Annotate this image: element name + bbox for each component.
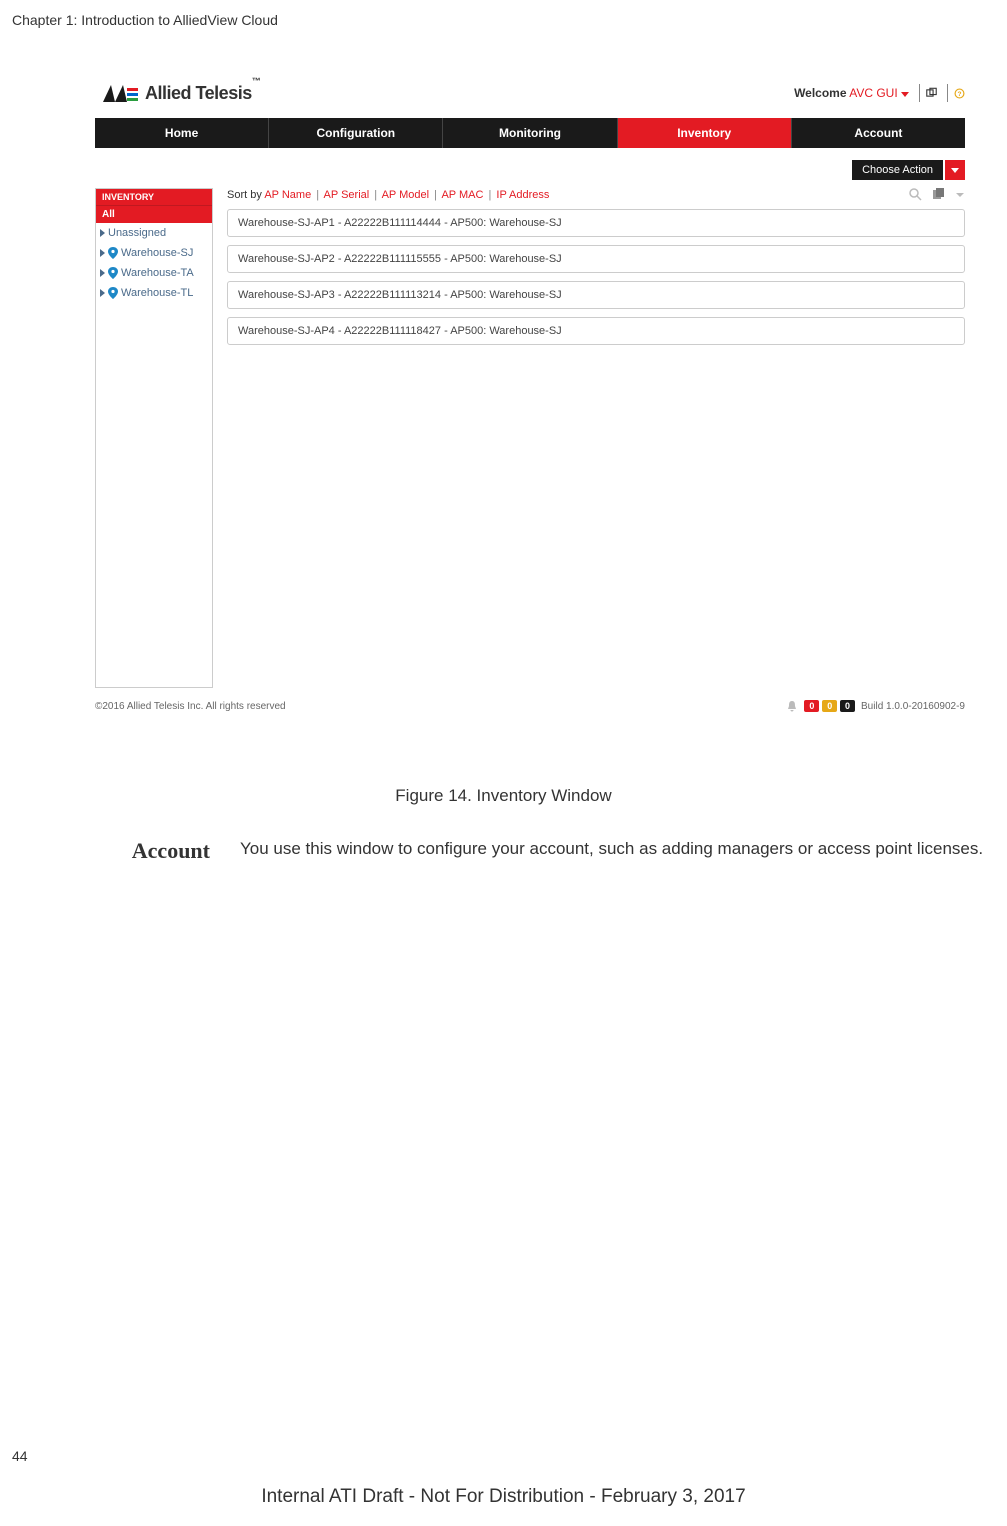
caret-down-icon[interactable] (901, 92, 909, 97)
section-body: You use this window to configure your ac… (240, 838, 983, 864)
help-icon[interactable]: ? (947, 84, 965, 102)
status-badge[interactable]: 0 (804, 700, 819, 712)
build-label: Build 1.0.0-20160902-9 (861, 701, 965, 712)
sort-label: Sort by (227, 189, 262, 201)
sidebar-item-warehouse-ta[interactable]: Warehouse-TA (96, 263, 212, 283)
sidebar-item-warehouse-sj[interactable]: Warehouse-SJ (96, 243, 212, 263)
tool-icons (909, 188, 965, 201)
status-badge[interactable]: 0 (840, 700, 855, 712)
search-icon[interactable] (909, 188, 922, 201)
welcome-label: Welcome (794, 86, 846, 100)
expand-icon (100, 229, 105, 237)
location-pin-icon (108, 247, 118, 259)
sort-option[interactable]: AP Model (379, 189, 432, 201)
nav-tab-home[interactable]: Home (95, 118, 269, 148)
main-panel: Sort by AP Name | AP Serial | AP Model |… (227, 188, 965, 688)
action-row: Choose Action (95, 160, 965, 180)
sidebar-item-label: Warehouse-TL (121, 287, 193, 299)
expand-icon (100, 249, 105, 257)
logo-mark-icon (101, 82, 139, 104)
sort-option[interactable]: AP MAC (439, 189, 486, 201)
sidebar-item-unassigned[interactable]: Unassigned (96, 223, 212, 243)
choose-action-button[interactable] (945, 160, 965, 180)
expand-icon (100, 269, 105, 277)
sidebar-all[interactable]: All (96, 205, 212, 223)
top-bar: Allied Telesis™ Welcome AVC GUI ? (95, 76, 965, 114)
dropdown-icon[interactable] (955, 190, 965, 200)
content-row: INVENTORY All Unassigned Warehouse-SJ Ware… (95, 188, 965, 688)
nav-bar: HomeConfigurationMonitoringInventoryAcco… (95, 118, 965, 148)
draft-notice: Internal ATI Draft - Not For Distributio… (0, 1486, 1007, 1508)
copyright: ©2016 Allied Telesis Inc. All rights res… (95, 701, 286, 712)
sort-row: Sort by AP Name | AP Serial | AP Model |… (227, 188, 965, 201)
figure-caption: Figure 14. Inventory Window (0, 786, 1007, 806)
svg-text:?: ? (957, 91, 961, 98)
logo: Allied Telesis™ (95, 82, 260, 104)
section-account: Account You use this window to configure… (100, 838, 1007, 864)
sort-option[interactable]: AP Name (264, 189, 314, 201)
nav-tab-inventory[interactable]: Inventory (618, 118, 792, 148)
stack-icon[interactable] (932, 188, 945, 201)
app-screenshot: Allied Telesis™ Welcome AVC GUI ? HomeCo… (95, 76, 965, 713)
caret-down-icon (951, 168, 959, 173)
welcome-row: Welcome AVC GUI ? (794, 84, 965, 102)
sort-option[interactable]: IP Address (493, 189, 549, 201)
app-footer: ©2016 Allied Telesis Inc. All rights res… (95, 696, 965, 713)
nav-tab-monitoring[interactable]: Monitoring (443, 118, 617, 148)
nav-tab-account[interactable]: Account (792, 118, 965, 148)
popout-icon[interactable] (919, 84, 937, 102)
location-pin-icon (108, 287, 118, 299)
sort-option[interactable]: AP Serial (321, 189, 372, 201)
sidebar-item-label: Warehouse-TA (121, 267, 194, 279)
bell-icon[interactable] (786, 700, 798, 713)
choose-action-label: Choose Action (852, 160, 943, 180)
list-item[interactable]: Warehouse-SJ-AP2 - A22222B111115555 - AP… (227, 245, 965, 273)
sidebar: INVENTORY All Unassigned Warehouse-SJ Ware… (95, 188, 213, 688)
section-label: Account (100, 838, 210, 864)
chapter-header: Chapter 1: Introduction to AlliedView Cl… (12, 12, 278, 28)
sidebar-header: INVENTORY (96, 189, 212, 205)
list-item[interactable]: Warehouse-SJ-AP1 - A22222B111114444 - AP… (227, 209, 965, 237)
list-item[interactable]: Warehouse-SJ-AP4 - A22222B111118427 - AP… (227, 317, 965, 345)
sidebar-item-warehouse-tl[interactable]: Warehouse-TL (96, 283, 212, 303)
page-number: 44 (12, 1448, 28, 1464)
expand-icon (100, 289, 105, 297)
list-item[interactable]: Warehouse-SJ-AP3 - A22222B111113214 - AP… (227, 281, 965, 309)
sidebar-item-label: Warehouse-SJ (121, 247, 193, 259)
logo-text: Allied Telesis™ (145, 83, 260, 104)
nav-tab-configuration[interactable]: Configuration (269, 118, 443, 148)
footer-right: 0 0 0 Build 1.0.0-20160902-9 (786, 700, 965, 713)
status-badge[interactable]: 0 (822, 700, 837, 712)
sidebar-item-label: Unassigned (108, 227, 166, 239)
location-pin-icon (108, 267, 118, 279)
welcome-user[interactable]: AVC GUI (849, 86, 897, 100)
